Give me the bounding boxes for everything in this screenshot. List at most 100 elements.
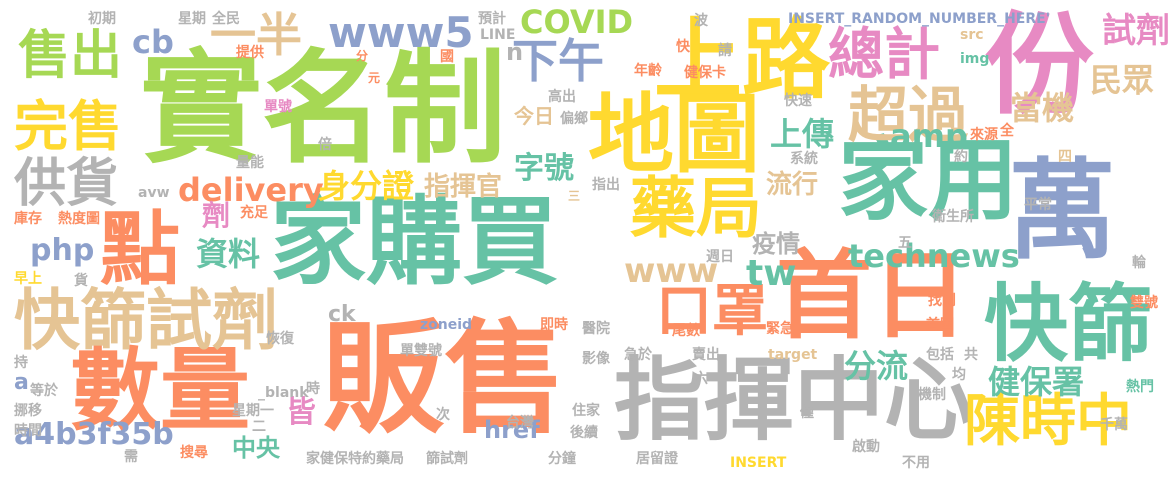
word: 分流 (844, 347, 909, 385)
word: 完售 (14, 95, 122, 158)
word: 時 (306, 381, 320, 397)
word: 倍 (318, 137, 332, 153)
word: 衛生所 (932, 209, 974, 225)
word: 快速 (784, 93, 812, 109)
word: 等於 (30, 383, 58, 399)
word: img (960, 51, 990, 67)
word: www5 (328, 8, 474, 57)
word: 首日 (776, 240, 968, 352)
word: 僅 (800, 405, 814, 421)
word: 五 (898, 235, 912, 251)
word: 快 (676, 39, 690, 55)
word: 包括 (926, 347, 954, 363)
word: 字號 (514, 151, 574, 186)
word: 六 (694, 371, 708, 387)
word: 一半 (210, 8, 302, 62)
word: 指出 (592, 177, 620, 193)
word: php (30, 233, 95, 268)
word: 初期 (88, 11, 116, 27)
word: INSERT_RANDOM_NUMBER_HERE' (788, 11, 1051, 27)
word: 單雙號 (400, 343, 442, 359)
word: 千萬 (1100, 417, 1128, 433)
word: tw (746, 253, 797, 294)
word: 國 (440, 49, 454, 65)
word: 輪 (1132, 255, 1146, 271)
word: 今日 (514, 104, 554, 128)
word: 不用 (902, 455, 930, 471)
word: 民眾 (1090, 61, 1155, 99)
word: INSERT (730, 455, 787, 471)
word: 中央 (232, 434, 280, 462)
word: 健保署 (988, 363, 1085, 401)
word: 即時 (540, 317, 568, 333)
word: avw (138, 185, 170, 201)
word: 提供 (236, 45, 264, 61)
word: 時間 (14, 423, 42, 439)
word: 機制 (918, 387, 946, 403)
word: 流行 (766, 170, 819, 200)
word: 早上 (14, 271, 42, 287)
word: 身分證 (318, 167, 415, 205)
word: ck (328, 302, 356, 327)
word: 恢復 (266, 331, 294, 347)
word: 量能 (236, 155, 264, 171)
word: 份 (984, 1, 1094, 129)
word: 元 (368, 71, 381, 85)
word: _blank' (258, 385, 313, 401)
word: 劑 (202, 199, 231, 232)
word: 首圖 (926, 317, 954, 333)
word: zoneid (420, 317, 473, 333)
word: 點 (100, 203, 180, 296)
word: 超過 (848, 81, 968, 151)
word: COVID (520, 3, 634, 41)
word: 找到 (928, 293, 956, 309)
word: 篩試劑 (426, 451, 468, 467)
word: cb (132, 23, 174, 61)
word: 均 (952, 367, 966, 383)
word: 地圖 (588, 85, 760, 185)
word: 急於 (624, 347, 652, 363)
word: 高出 (548, 89, 576, 105)
word: technews (848, 237, 1020, 275)
word: href (484, 416, 540, 444)
word: 全民 (212, 11, 240, 27)
word: 搜尋 (180, 445, 208, 461)
word: 影像 (582, 351, 610, 367)
word: 庫存 (14, 211, 42, 227)
word: 充足 (240, 205, 268, 221)
word: 皆 (286, 395, 316, 430)
word: 口罩 (656, 279, 768, 344)
word: 尾數 (672, 323, 700, 339)
word: 波 (694, 13, 708, 29)
word: LINE (480, 27, 516, 43)
word: 資料 (196, 235, 261, 273)
word: 當機 (1010, 89, 1075, 127)
word: 星期 (178, 11, 206, 27)
word: 啟動 (852, 439, 880, 455)
word: 系統 (790, 151, 818, 167)
word: 週日 (706, 249, 734, 265)
word: 雙號 (1130, 295, 1158, 311)
word: 需 (124, 449, 138, 465)
word: 總計 (828, 23, 940, 88)
word: n (506, 38, 524, 66)
word: 偏鄉 (560, 111, 588, 127)
word: 分鐘 (548, 451, 576, 467)
word: 家用 (838, 128, 1018, 233)
word: 快篩 (984, 275, 1153, 373)
word: 疫情 (752, 230, 800, 258)
word: a (14, 370, 29, 395)
word: 全 (1000, 123, 1014, 139)
word: amp (890, 117, 968, 155)
word: 約 (954, 149, 968, 165)
word: 醫院 (582, 321, 610, 337)
word: 熱度圖 (58, 211, 100, 227)
word: 販售 (322, 308, 566, 450)
word: 來源 (970, 127, 998, 143)
word: 供貨 (14, 154, 119, 214)
word: target (768, 347, 818, 363)
word: 實名制 (140, 38, 506, 180)
word: 健保卡 (684, 65, 726, 81)
word: delivery (178, 171, 324, 209)
